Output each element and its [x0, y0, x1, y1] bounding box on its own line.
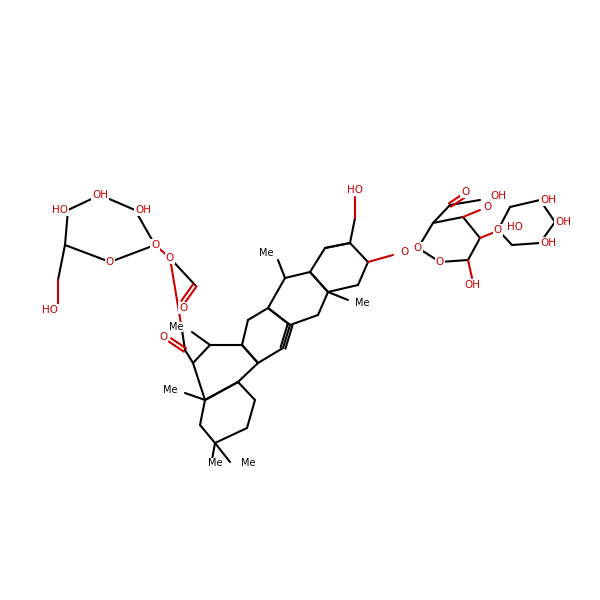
- Text: OH: OH: [135, 205, 151, 215]
- Text: HO: HO: [42, 305, 58, 315]
- Text: O: O: [483, 202, 491, 212]
- Text: O: O: [159, 332, 167, 342]
- Text: Me: Me: [241, 458, 255, 468]
- Text: O: O: [151, 240, 159, 250]
- Text: Me: Me: [169, 322, 183, 332]
- Text: O: O: [461, 187, 469, 197]
- Text: Me: Me: [355, 298, 370, 308]
- Text: O: O: [106, 257, 114, 267]
- Text: Me: Me: [208, 458, 222, 468]
- Text: OH: OH: [490, 191, 506, 201]
- Text: O: O: [436, 257, 444, 267]
- Text: OH: OH: [555, 217, 571, 227]
- Text: O: O: [400, 247, 408, 257]
- Text: OH: OH: [540, 238, 556, 248]
- Text: Me: Me: [259, 248, 273, 258]
- Text: O: O: [179, 303, 187, 313]
- Text: HO: HO: [52, 205, 68, 215]
- Text: HO: HO: [347, 185, 363, 195]
- Text: O: O: [494, 225, 502, 235]
- Text: OH: OH: [540, 195, 556, 205]
- Text: OH: OH: [92, 190, 108, 200]
- Text: O: O: [166, 253, 174, 263]
- Text: Me: Me: [163, 385, 177, 395]
- Text: OH: OH: [464, 280, 480, 290]
- Text: O: O: [414, 243, 422, 253]
- Text: HO: HO: [507, 222, 523, 232]
